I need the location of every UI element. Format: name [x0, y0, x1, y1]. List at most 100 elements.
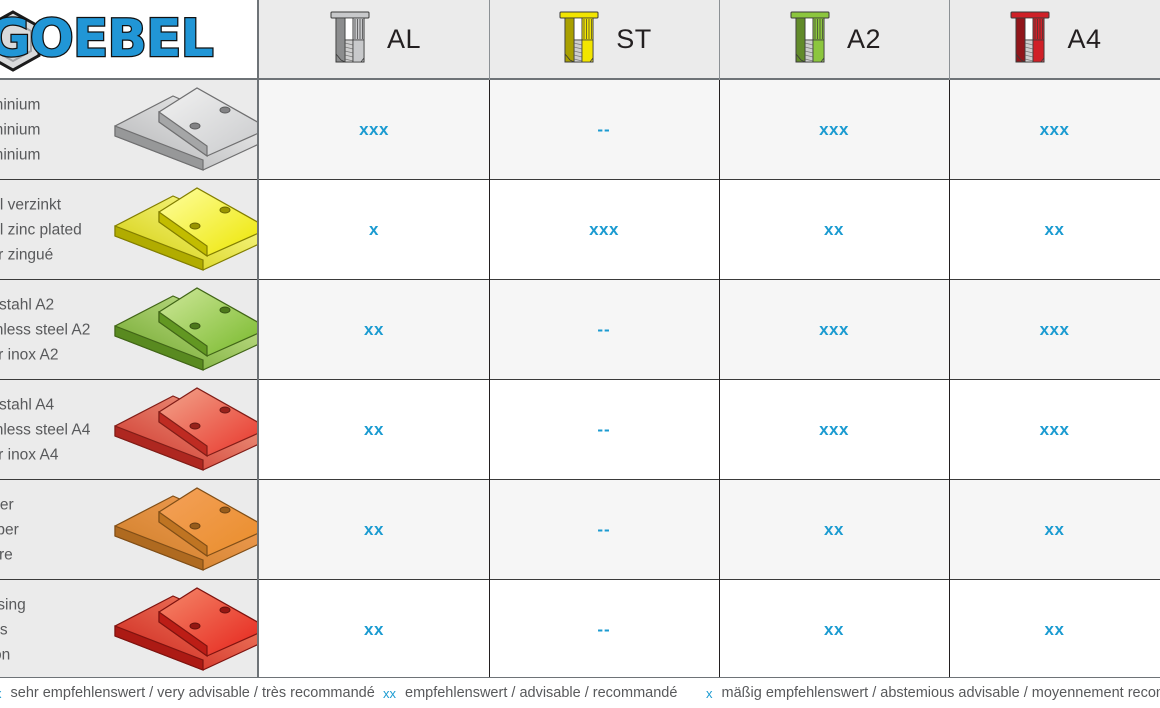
rating-cell-aluminium-a2: xxx	[819, 120, 849, 139]
rating-cell-stainless-steel-a2-st: --	[597, 320, 611, 339]
rating-cell-steel-zinc-plated-a2: xx	[824, 220, 844, 239]
plates-copper-icon	[114, 486, 257, 571]
plates-stainless-a4-icon	[114, 386, 257, 471]
material-label-line: Laiton	[0, 646, 11, 663]
rating-cell-stainless-steel-a4-al: xx	[364, 420, 384, 439]
rating-cell-brass-a4: xx	[1044, 620, 1065, 639]
rating-cell-aluminium-a4: xxx	[1039, 120, 1070, 139]
material-row-stainless-steel-a4: Edelstahl A4 Stainless steel A4 Acier inox…	[0, 380, 257, 480]
material-compatibility-table: GOEBEL Aluminium Aluminium Aluminium	[0, 0, 1160, 680]
table-row: xx -- xxx xxx	[259, 380, 1160, 480]
rating-cell-stainless-steel-a2-al: xx	[364, 320, 384, 339]
column-header-st[interactable]: ST	[489, 0, 719, 80]
table-row: xx -- xxx xxx	[259, 280, 1160, 380]
material-label-aluminium: Aluminium Aluminium Aluminium	[0, 92, 40, 167]
material-label-line: Acier inox A2	[0, 346, 59, 363]
material-label-copper: Kupfer Copper Cuivre	[0, 492, 19, 567]
column-header-a4[interactable]: A4	[949, 0, 1160, 80]
column-label-a4: A4	[1067, 23, 1102, 54]
material-row-copper: Kupfer Copper Cuivre	[0, 480, 257, 580]
legend-description: sehr empfehlenswert / very advisable / t…	[10, 685, 375, 701]
rating-cell-steel-zinc-plated-a4: xx	[1044, 220, 1065, 239]
material-label-stainless-steel-a2: Edelstahl A2 Stainless steel A2 Acier inox…	[0, 292, 90, 367]
legend-item-x: x mäßig empfehlenswert / abstemious advi…	[706, 678, 1160, 708]
column-divider-3	[949, 80, 950, 677]
logo-wordmark: GOEBEL	[0, 8, 215, 71]
plates-aluminium-icon	[114, 86, 257, 171]
column-a4: A4	[949, 0, 1160, 677]
goebel-logo: GOEBEL	[0, 4, 252, 76]
column-header-a2[interactable]: A2	[719, 0, 949, 80]
rating-cell-steel-zinc-plated-al: x	[369, 220, 379, 239]
rivet-nut-aluminium-icon	[330, 11, 370, 63]
material-label-line: Stainless steel A4	[0, 421, 91, 438]
rivet-nut-stainless-a4-icon	[1010, 11, 1050, 63]
hexagon-icon	[0, 10, 41, 72]
material-label-column: GOEBEL Aluminium Aluminium Aluminium	[0, 0, 259, 677]
material-label-line: Steel zinc plated	[0, 221, 82, 238]
column-label-a2: A2	[846, 23, 882, 54]
legend-description: mäßig empfehlenswert / abstemious advisa…	[721, 685, 1160, 701]
header-divider-3	[949, 0, 950, 80]
rating-cell-stainless-steel-a4-a2: xxx	[819, 420, 849, 439]
column-label-st: ST	[616, 23, 652, 54]
column-al: AL	[259, 0, 489, 677]
plates-stainless-a2-icon	[114, 286, 257, 371]
plates-steel-zinc-icon	[114, 186, 257, 271]
column-divider-2	[719, 80, 720, 677]
material-label-line: Acier inox A4	[0, 446, 59, 463]
rating-cell-stainless-steel-a2-a2: xxx	[819, 320, 849, 339]
material-row-aluminium: Aluminium Aluminium Aluminium	[0, 80, 257, 180]
legend-key-icon: xx	[383, 685, 396, 701]
material-label-line: Cuivre	[0, 546, 13, 563]
rating-cell-copper-al: xx	[364, 520, 384, 539]
rating-cell-aluminium-st: --	[597, 120, 611, 139]
rating-cell-stainless-steel-a4-st: --	[597, 420, 611, 439]
material-row-brass: Messing Brass Laiton	[0, 580, 257, 677]
material-label-line: Messing	[0, 596, 26, 613]
legend-key-icon: xxx	[0, 686, 2, 701]
header-divider-2	[719, 0, 720, 80]
material-label-line: Kupfer	[0, 496, 14, 513]
table-row: xx -- xx xx	[259, 480, 1160, 580]
table-row: x xxx xx xx	[259, 180, 1160, 280]
material-label-line: Edelstahl A2	[0, 296, 55, 313]
material-label-line: Stahl verzinkt	[0, 196, 62, 213]
material-label-line: Edelstahl A4	[0, 396, 55, 413]
column-a2: A2	[719, 0, 949, 677]
rivet-nut-stainless-a2-icon	[790, 11, 830, 63]
header-divider-1	[489, 0, 490, 80]
material-label-line: Aluminium	[0, 146, 41, 163]
material-label-stainless-steel-a4: Edelstahl A4 Stainless steel A4 Acier inox…	[0, 392, 90, 467]
material-row-steel-zinc-plated: Stahl verzinkt Steel zinc plated Acier zin…	[0, 180, 257, 280]
material-label-line: Stainless steel A2	[0, 321, 91, 338]
material-label-line: Brass	[0, 621, 8, 638]
rating-cell-brass-st: --	[597, 620, 611, 639]
material-label-brass: Messing Brass Laiton	[0, 592, 26, 667]
rating-cell-brass-al: xx	[364, 620, 384, 639]
legend-footer: xxx sehr empfehlenswert / very advisable…	[0, 677, 1160, 708]
material-label-line: Copper	[0, 521, 19, 538]
rating-cell-aluminium-al: xxx	[359, 120, 389, 139]
rating-cell-steel-zinc-plated-st: xxx	[589, 220, 619, 239]
material-label-steel-zinc-plated: Stahl verzinkt Steel zinc plated Acier zin…	[0, 192, 82, 267]
rating-cell-copper-st: --	[597, 520, 611, 539]
table-row: xx -- xx xx	[259, 580, 1160, 680]
column-header-al[interactable]: AL	[259, 0, 489, 80]
material-label-line: Aluminium	[0, 121, 41, 138]
material-row-stainless-steel-a2: Edelstahl A2 Stainless steel A2 Acier inox…	[0, 280, 257, 380]
legend-item-xx: xx empfehlenswert / advisable / recomman…	[383, 678, 677, 708]
legend-item-xxx: xxx sehr empfehlenswert / very advisable…	[0, 678, 375, 708]
legend-description: empfehlenswert / advisable / recommandé	[405, 685, 678, 701]
rating-cell-copper-a2: xx	[824, 520, 844, 539]
column-label-al: AL	[386, 23, 422, 54]
column-divider-1	[489, 80, 490, 677]
logo-cell: GOEBEL	[0, 0, 257, 80]
rating-cell-copper-a4: xx	[1044, 520, 1065, 539]
rating-cell-stainless-steel-a2-a4: xxx	[1039, 320, 1070, 339]
material-label-line: Aluminium	[0, 96, 41, 113]
legend-key-icon: x	[706, 685, 713, 701]
plates-brass-icon	[114, 586, 257, 671]
column-st: ST	[489, 0, 719, 677]
